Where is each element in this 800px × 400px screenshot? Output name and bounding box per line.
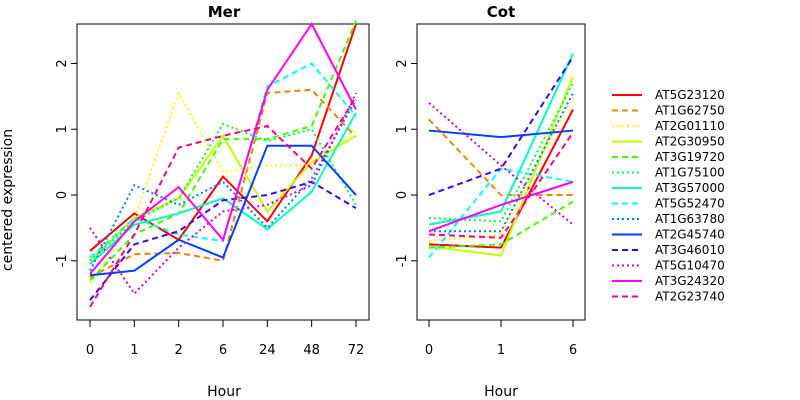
cot-series-line-at2g30950: [428, 76, 574, 257]
legend-label-at5g23120: AT5G23120: [655, 88, 725, 102]
panel-mer-y-label: centered expression: [0, 129, 16, 271]
panel-cot-plot-box: [416, 23, 586, 321]
mer-x-tick-label: 72: [348, 343, 365, 358]
mer-series-line-at5g23120: [89, 23, 357, 252]
mer-y-tick-label: 1: [55, 125, 70, 133]
cot-series-line-at2g23740: [428, 131, 574, 239]
mer-x-tick-label: 6: [219, 343, 227, 358]
mer-series-line-at3g24320: [89, 22, 357, 275]
cot-series-line-at5g23120: [428, 109, 574, 249]
cot-series-line-at5g52470: [428, 167, 574, 259]
legend-label-at2g23740: AT2G23740: [655, 290, 725, 304]
cot-series-line-at3g57000: [428, 53, 574, 226]
mer-x-tick-label: 2: [175, 343, 183, 358]
chart-legend: AT5G23120AT1G62750AT2G01110AT2G30950AT3G…: [612, 88, 725, 304]
cot-series-line-at5g10470: [428, 102, 574, 226]
panel-mer-x-label: Hour: [207, 384, 241, 400]
cot-series-line-at2g45740: [428, 129, 574, 139]
panel-cot: Cot -1 0 1 2 0 1 6 Hour: [395, 3, 586, 400]
legend-label-at1g63780: AT1G63780: [655, 212, 725, 226]
panel-mer: Mer -1 0 1 2 0 1 2 6 24 48 72 Hour centered expre…: [0, 3, 370, 400]
legend-label-at2g01110: AT2G01110: [655, 119, 725, 133]
legend-label-at2g30950: AT2G30950: [655, 135, 725, 149]
mer-series-line-at1g75100: [89, 122, 357, 262]
legend-label-at3g24320: AT3G24320: [655, 274, 725, 288]
cot-y-tick-label: 1: [395, 125, 410, 133]
mer-x-tick-label: 48: [303, 343, 320, 358]
mer-series-line-at3g46010: [89, 180, 357, 301]
mer-series-line-at2g30950: [89, 133, 357, 262]
mer-x-tick-label: 24: [259, 343, 276, 358]
mer-series-line-at3g57000: [89, 112, 357, 265]
panel-mer-plot-box: [76, 23, 370, 321]
cot-y-tick-label: 0: [395, 191, 410, 199]
panel-cot-y-axis: -1 0 1 2: [395, 59, 417, 267]
panel-mer-y-axis: -1 0 1 2: [55, 59, 77, 267]
legend-label-at1g75100: AT1G75100: [655, 166, 725, 180]
mer-series-line-at1g63780: [89, 99, 357, 272]
panel-cot-title: Cot: [487, 3, 515, 21]
legend-label-at2g45740: AT2G45740: [655, 228, 725, 242]
cot-series-line-at3g46010: [428, 56, 574, 196]
legend-label-at3g19720: AT3G19720: [655, 150, 725, 164]
mer-series-line-at5g10470: [89, 92, 357, 296]
panel-mer-title: Mer: [208, 3, 241, 21]
cot-series-line-at1g63780: [429, 92, 574, 233]
legend-label-at1g62750: AT1G62750: [655, 104, 725, 118]
cot-series-line-at3g19720: [428, 200, 574, 249]
cot-y-tick-label: -1: [395, 254, 410, 267]
mer-series-line-at2g01110: [89, 90, 357, 285]
mer-y-tick-label: 2: [55, 59, 70, 67]
legend-label-at5g52470: AT5G52470: [655, 197, 725, 211]
legend-label-at5g10470: AT5G10470: [655, 259, 725, 273]
legend-label-at3g57000: AT3G57000: [655, 181, 725, 195]
mer-x-tick-label: 1: [130, 343, 138, 358]
panel-cot-x-axis: 0 1 6: [425, 320, 577, 358]
panel-cot-series: [428, 53, 574, 259]
cot-y-tick-label: 2: [395, 59, 410, 67]
legend-label-at3g46010: AT3G46010: [655, 243, 725, 257]
cot-series-line-at2g01110: [428, 95, 574, 243]
panel-mer-x-axis: 0 1 2 6 24 48 72: [86, 320, 364, 358]
cot-x-tick-label: 1: [497, 343, 505, 358]
mer-y-tick-label: -1: [55, 254, 70, 267]
mer-y-tick-label: 0: [55, 191, 70, 199]
cot-x-tick-label: 0: [425, 343, 433, 358]
panel-cot-x-label: Hour: [484, 384, 518, 400]
cot-series-line-at1g75100: [428, 82, 574, 223]
mer-series-line-at2g23740: [89, 95, 357, 308]
cot-x-tick-label: 6: [569, 343, 577, 358]
panel-mer-series: [89, 20, 357, 308]
cot-series-line-at3g24320: [428, 180, 574, 233]
cot-series-line-at1g62750: [428, 118, 573, 197]
mer-series-line-at2g45740: [89, 144, 357, 277]
mer-x-tick-label: 0: [86, 343, 94, 358]
